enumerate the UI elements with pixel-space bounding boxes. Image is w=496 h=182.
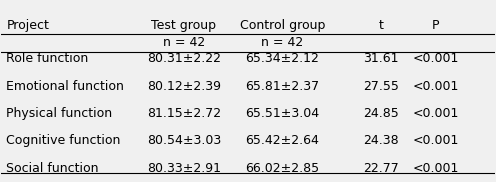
Text: 65.34±2.12: 65.34±2.12 bbox=[246, 52, 319, 65]
Text: Physical function: Physical function bbox=[6, 107, 113, 120]
Text: t: t bbox=[379, 19, 383, 32]
Text: 80.33±2.91: 80.33±2.91 bbox=[147, 162, 221, 175]
Text: P: P bbox=[432, 19, 439, 32]
Text: 80.31±2.22: 80.31±2.22 bbox=[147, 52, 221, 65]
Text: 66.02±2.85: 66.02±2.85 bbox=[246, 162, 319, 175]
Text: <0.001: <0.001 bbox=[412, 162, 459, 175]
Text: 65.51±3.04: 65.51±3.04 bbox=[246, 107, 319, 120]
Text: 27.55: 27.55 bbox=[363, 80, 399, 93]
Text: 65.81±2.37: 65.81±2.37 bbox=[246, 80, 319, 93]
Text: 24.38: 24.38 bbox=[364, 134, 399, 147]
Text: Social function: Social function bbox=[6, 162, 99, 175]
Text: 31.61: 31.61 bbox=[364, 52, 399, 65]
Text: 81.15±2.72: 81.15±2.72 bbox=[147, 107, 221, 120]
Text: Test group
n = 42: Test group n = 42 bbox=[151, 19, 216, 49]
Text: Project: Project bbox=[6, 19, 49, 32]
Text: 22.77: 22.77 bbox=[363, 162, 399, 175]
Text: 80.12±2.39: 80.12±2.39 bbox=[147, 80, 221, 93]
Text: <0.001: <0.001 bbox=[412, 107, 459, 120]
Text: Cognitive function: Cognitive function bbox=[6, 134, 121, 147]
Text: <0.001: <0.001 bbox=[412, 80, 459, 93]
Text: Control group
n = 42: Control group n = 42 bbox=[240, 19, 325, 49]
Text: 24.85: 24.85 bbox=[363, 107, 399, 120]
Text: <0.001: <0.001 bbox=[412, 134, 459, 147]
Text: Role function: Role function bbox=[6, 52, 89, 65]
Text: Emotional function: Emotional function bbox=[6, 80, 124, 93]
Text: 80.54±3.03: 80.54±3.03 bbox=[147, 134, 221, 147]
Text: <0.001: <0.001 bbox=[412, 52, 459, 65]
Text: 65.42±2.64: 65.42±2.64 bbox=[246, 134, 319, 147]
